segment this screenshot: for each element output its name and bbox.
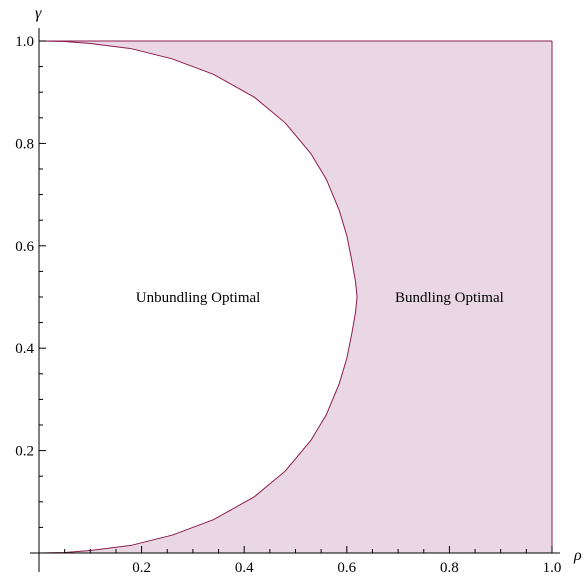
y-tick-label: 0.8 [15, 136, 34, 152]
y-ticks: 0.2 0.4 0.6 0.8 1.0 [15, 34, 46, 528]
y-tick-label: 0.2 [15, 444, 34, 460]
y-tick-label: 1.0 [15, 34, 34, 50]
x-axis-label: ρ [573, 547, 582, 564]
x-tick-label: 0.6 [337, 560, 356, 576]
bundling-optimal-area [39, 41, 552, 553]
unbundling-optimal-label: Unbundling Optimal [136, 290, 261, 306]
y-axis-label: γ [35, 5, 42, 22]
y-tick-label: 0.6 [15, 239, 34, 255]
x-tick-label: 0.8 [440, 560, 459, 576]
x-ticks: 0.2 0.4 0.6 0.8 1.0 [64, 546, 562, 576]
x-tick-label: 1.0 [543, 560, 562, 576]
x-tick-label: 0.2 [132, 560, 151, 576]
boundary-curve [38, 40, 358, 554]
y-tick-label: 0.4 [15, 341, 34, 357]
x-tick-label: 0.4 [235, 560, 254, 576]
bundling-optimal-label: Bundling Optimal [395, 290, 504, 306]
